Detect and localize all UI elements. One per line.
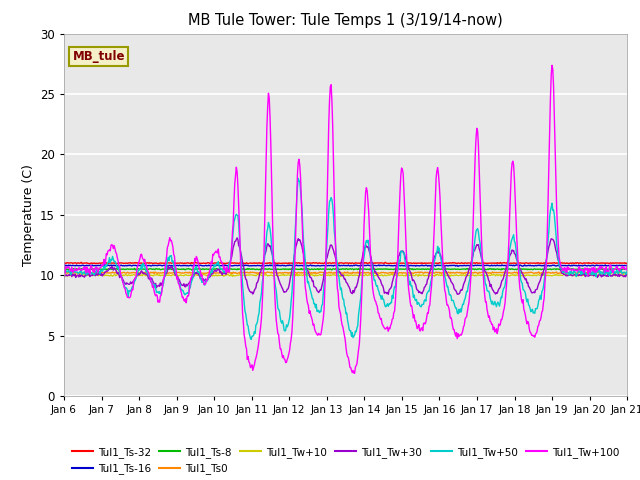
Tul1_Tw+50 — [128, 284, 136, 290]
Tul1_Tw+30 — [623, 272, 631, 277]
Tul1_Ts-32 — [70, 260, 78, 266]
Line: Tul1_Tw+100: Tul1_Tw+100 — [64, 65, 627, 373]
Tul1_Tw+100 — [128, 287, 136, 292]
Tul1_Tw+10 — [70, 273, 78, 279]
Tul1_Ts-8 — [432, 266, 440, 272]
Tul1_Tw+100 — [215, 254, 223, 260]
Tul1_Ts-32 — [367, 259, 374, 265]
Tul1_Ts-32 — [623, 260, 631, 266]
Tul1_Tw+10 — [356, 271, 364, 277]
Line: Tul1_Tw+10: Tul1_Tw+10 — [64, 274, 627, 276]
Tul1_Ts-16 — [186, 263, 193, 268]
Tul1_Tw+50 — [70, 267, 78, 273]
Tul1_Tw+50 — [416, 302, 424, 308]
Tul1_Tw+10 — [416, 273, 424, 278]
Tul1_Tw+10 — [60, 273, 68, 278]
Tul1_Tw+30 — [186, 280, 193, 286]
Tul1_Ts-32 — [431, 260, 439, 266]
Tul1_Ts-8 — [623, 266, 631, 272]
Tul1_Ts-16 — [513, 262, 520, 268]
Tul1_Ts-16 — [454, 264, 462, 269]
Line: Tul1_Tw+50: Tul1_Tw+50 — [64, 179, 627, 339]
Tul1_Tw+30 — [415, 290, 422, 296]
Tul1_Tw+50 — [294, 176, 302, 181]
Line: Tul1_Ts-16: Tul1_Ts-16 — [64, 265, 627, 266]
Tul1_Ts-8 — [186, 266, 194, 272]
Tul1_Ts-32 — [415, 260, 422, 266]
Tul1_Tw+30 — [60, 274, 68, 279]
Tul1_Ts0 — [305, 269, 313, 275]
Tul1_Ts-16 — [215, 263, 223, 268]
Tul1_Ts-32 — [60, 260, 68, 266]
Tul1_Tw+30 — [431, 252, 439, 258]
Tul1_Tw+100 — [548, 62, 556, 68]
Tul1_Ts-16 — [414, 263, 422, 268]
Tul1_Ts-8 — [416, 266, 424, 272]
Tul1_Ts0 — [60, 270, 68, 276]
Tul1_Ts-16 — [128, 263, 136, 269]
Line: Tul1_Ts-32: Tul1_Ts-32 — [64, 262, 627, 264]
Tul1_Ts-8 — [188, 267, 195, 273]
Tul1_Ts0 — [416, 270, 424, 276]
Tul1_Tw+30 — [128, 280, 136, 286]
Tul1_Tw+10 — [432, 273, 440, 278]
Tul1_Tw+10 — [337, 274, 344, 279]
Tul1_Ts-32 — [215, 260, 223, 266]
Tul1_Ts-8 — [131, 265, 138, 271]
Y-axis label: Temperature (C): Temperature (C) — [22, 164, 35, 266]
Line: Tul1_Ts0: Tul1_Ts0 — [64, 272, 627, 274]
Tul1_Tw+100 — [431, 198, 439, 204]
Tul1_Tw+10 — [623, 272, 631, 277]
Legend: Tul1_Ts-32, Tul1_Ts-16, Tul1_Ts-8, Tul1_Ts0, Tul1_Tw+10, Tul1_Tw+30, Tul1_Tw+50,: Tul1_Ts-32, Tul1_Ts-16, Tul1_Ts-8, Tul1_… — [68, 443, 623, 478]
Tul1_Tw+50 — [432, 250, 440, 256]
Tul1_Ts0 — [70, 270, 78, 276]
Tul1_Tw+10 — [128, 272, 136, 278]
Tul1_Tw+50 — [215, 263, 223, 269]
Tul1_Ts-8 — [128, 266, 136, 272]
Tul1_Ts-16 — [60, 263, 68, 269]
Tul1_Tw+30 — [233, 235, 241, 241]
Tul1_Tw+10 — [215, 273, 223, 278]
Tul1_Ts-16 — [70, 263, 78, 268]
Tul1_Ts-32 — [128, 260, 136, 266]
Tul1_Tw+10 — [186, 273, 193, 278]
Tul1_Ts-32 — [186, 260, 193, 266]
Line: Tul1_Ts-8: Tul1_Ts-8 — [64, 268, 627, 270]
Tul1_Tw+100 — [60, 260, 68, 266]
Tul1_Ts-32 — [468, 261, 476, 267]
Tul1_Tw+100 — [70, 267, 78, 273]
Tul1_Tw+50 — [623, 268, 631, 274]
Tul1_Tw+30 — [70, 273, 78, 278]
Tul1_Tw+30 — [215, 266, 223, 272]
Tul1_Ts0 — [432, 269, 440, 275]
Tul1_Tw+50 — [60, 268, 68, 274]
Tul1_Ts-8 — [60, 266, 68, 272]
Tul1_Tw+30 — [454, 291, 462, 297]
Line: Tul1_Tw+30: Tul1_Tw+30 — [64, 238, 627, 294]
Tul1_Tw+50 — [186, 282, 193, 288]
Tul1_Ts-8 — [70, 266, 78, 272]
Tul1_Ts0 — [206, 271, 214, 277]
Tul1_Tw+100 — [186, 288, 193, 293]
Tul1_Tw+100 — [415, 322, 422, 327]
Tul1_Tw+100 — [351, 371, 358, 376]
Tul1_Ts0 — [186, 269, 193, 275]
Title: MB Tule Tower: Tule Temps 1 (3/19/14-now): MB Tule Tower: Tule Temps 1 (3/19/14-now… — [188, 13, 503, 28]
Tul1_Ts-16 — [623, 263, 631, 268]
Tul1_Ts0 — [216, 270, 224, 276]
Tul1_Ts0 — [623, 270, 631, 276]
Tul1_Ts-8 — [217, 266, 225, 272]
Tul1_Ts-16 — [431, 263, 438, 268]
Text: MB_tule: MB_tule — [72, 50, 125, 63]
Tul1_Tw+100 — [623, 263, 631, 268]
Tul1_Ts0 — [128, 270, 136, 276]
Tul1_Tw+50 — [248, 336, 255, 342]
